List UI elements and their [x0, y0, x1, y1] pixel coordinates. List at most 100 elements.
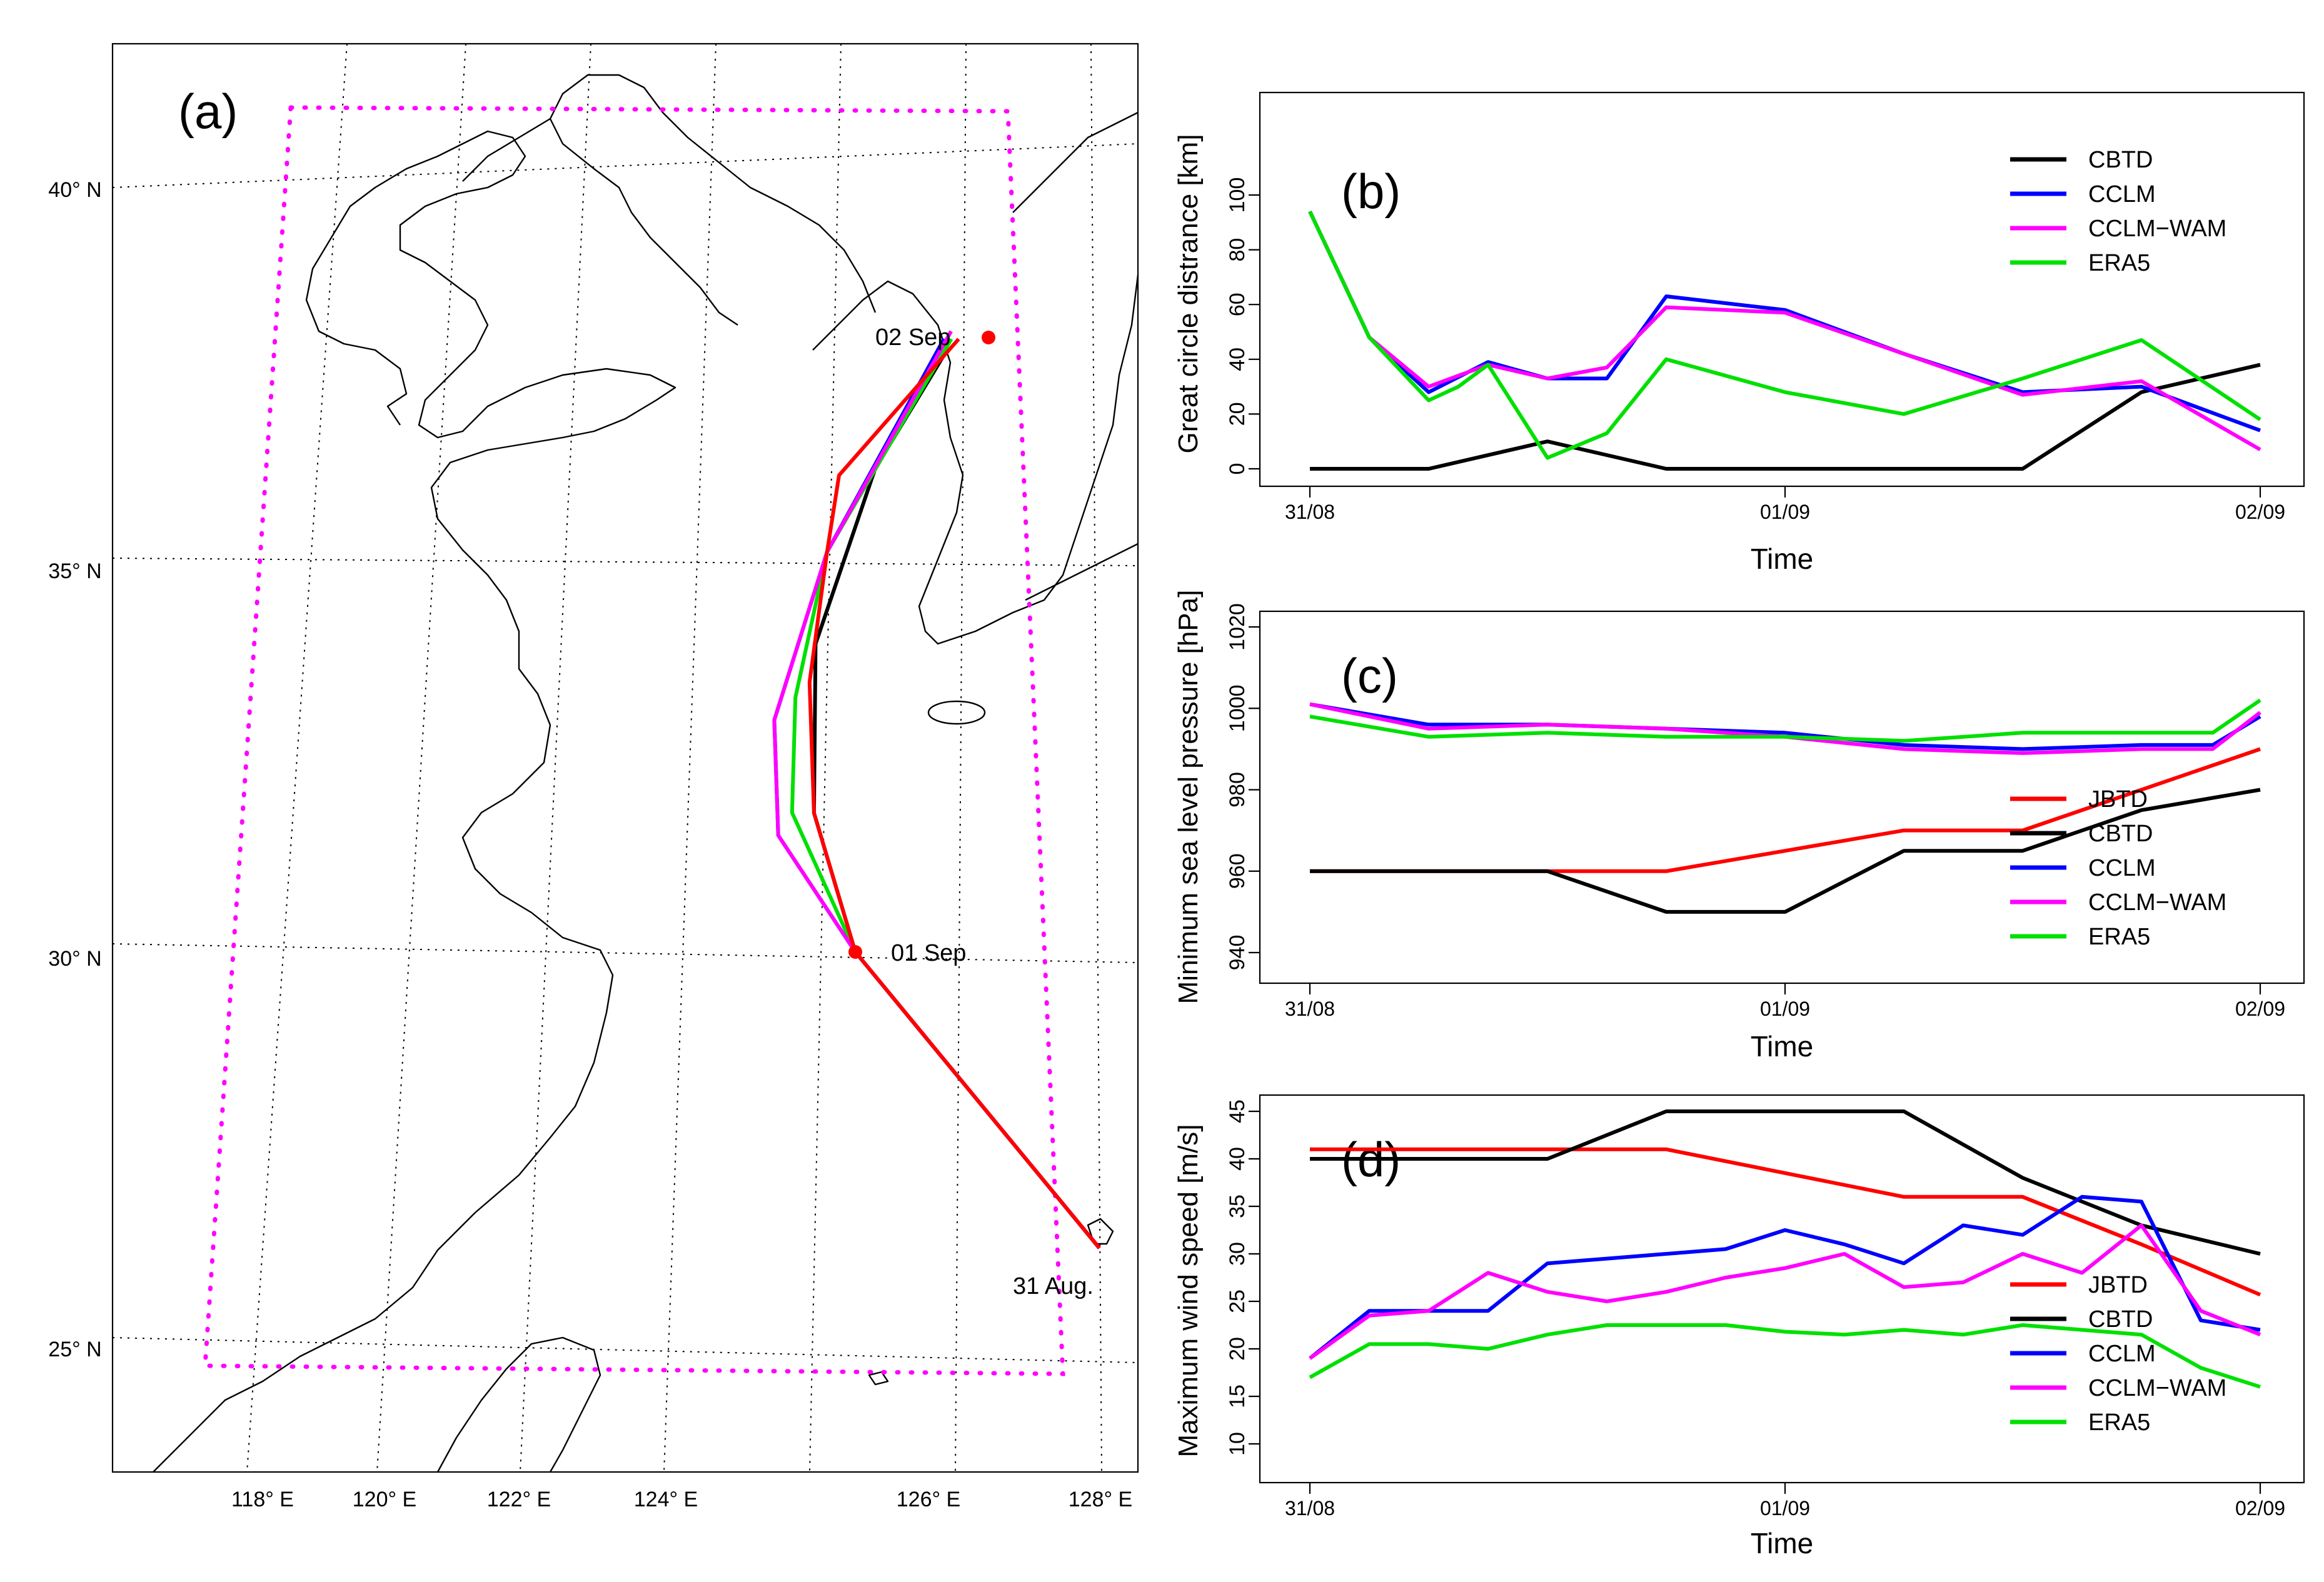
legend-label-cbtd: CBTD	[2088, 147, 2153, 173]
domain-box	[203, 105, 1065, 1376]
ytick-label: 45	[1225, 1099, 1249, 1123]
legend-label-cbtd: CBTD	[2088, 1306, 2153, 1333]
china-coast	[153, 130, 677, 1473]
series-cclm	[1308, 211, 2261, 433]
lat-tick-25: 25° N	[48, 1338, 101, 1361]
panel-b-axes: 0 20 40 60 80 100 31/08 01/09 02/09	[1225, 178, 2285, 523]
series-cbtd	[1310, 363, 2261, 471]
legend-label-jbtd: JBTD	[2088, 786, 2148, 813]
panel-c-xlabel: Time	[1751, 1030, 1814, 1063]
series-cbtd	[1310, 788, 2261, 914]
marker-01-sep	[848, 945, 862, 959]
graticule-line	[955, 43, 967, 1473]
graticule-line	[663, 43, 717, 1473]
lon-tick-126: 126° E	[897, 1488, 960, 1511]
graticule-line	[809, 43, 842, 1473]
ytick-label: 940	[1225, 935, 1249, 971]
panel-a-map: (a) 02 Sep 01 Sep 31 Aug. 118° E 120° E …	[48, 43, 1139, 1511]
lon-tick-128: 128° E	[1069, 1488, 1132, 1511]
ytick-label: 60	[1225, 293, 1249, 316]
ytick-label: 1000	[1225, 684, 1249, 732]
legend-label-cclm-wam: CCLM−WAM	[2088, 216, 2226, 242]
panel-c-legend: JBTD CBTD CCLM CCLM−WAM ERA5	[2010, 786, 2226, 950]
lat-tick-30: 30° N	[48, 947, 101, 971]
track-cbtd	[812, 353, 1101, 1249]
lon-tick-122: 122° E	[487, 1488, 551, 1511]
annotation-01-sep: 01 Sep	[891, 940, 966, 966]
liaodong-coast	[462, 118, 738, 326]
legend-label-era5: ERA5	[2088, 250, 2150, 276]
graticule-line	[112, 1337, 1139, 1363]
series-cclm-wam	[1308, 211, 2261, 451]
panel-c-label: (c)	[1341, 648, 1398, 703]
legend-label-cclm-wam: CCLM−WAM	[2088, 889, 2226, 916]
xtick-label: 02/09	[2235, 998, 2285, 1020]
xtick-label: 01/09	[1760, 501, 1810, 523]
panel-d-legend: JBTD CBTD CCLM CCLM−WAM ERA5	[2010, 1272, 2226, 1436]
tracks	[772, 330, 1101, 1249]
series-jbtd	[1310, 1147, 2261, 1297]
legend-label-cclm-wam: CCLM−WAM	[2088, 1375, 2226, 1401]
marker-02-sep	[982, 331, 995, 344]
lat-tick-labels: 25° N 30° N 35° N 40° N	[48, 178, 101, 1361]
graticule-line	[112, 943, 1139, 963]
panel-a-label: (a)	[178, 84, 238, 139]
jeju-island	[927, 700, 986, 725]
xtick-label: 01/09	[1760, 1497, 1810, 1519]
xtick-label: 01/09	[1760, 998, 1810, 1020]
series-cclm-wam	[1309, 1223, 2261, 1360]
korea-coast	[812, 274, 1139, 645]
panel-c-frame	[1259, 610, 2305, 984]
panel-c-pressure: 940 960 980 1000 1020 31/08 01/09 02/09 (c) Tim…	[1173, 590, 2305, 1063]
ytick-label: 15	[1225, 1384, 1249, 1408]
panel-b-label: (b)	[1341, 164, 1401, 219]
graticule-line	[112, 558, 1139, 566]
panel-c-series	[1309, 698, 2261, 914]
lon-tick-124: 124° E	[634, 1488, 698, 1511]
panel-d-xlabel: Time	[1751, 1527, 1814, 1559]
lat-tick-40: 40° N	[48, 178, 101, 202]
graticule-line	[1090, 43, 1102, 1473]
panel-d-series	[1309, 1109, 2261, 1389]
annotation-31-aug: 31 Aug.	[1013, 1273, 1094, 1299]
lon-tick-120: 120° E	[353, 1488, 416, 1511]
graticule-line	[520, 43, 591, 1473]
ytick-label: 30	[1225, 1242, 1249, 1266]
ytick-label: 20	[1225, 402, 1249, 426]
ytick-label: 40	[1225, 348, 1249, 371]
legend-label-jbtd: JBTD	[2088, 1272, 2148, 1298]
track-jbtd	[807, 338, 1101, 1249]
legend-label-era5: ERA5	[2088, 924, 2150, 950]
lon-tick-labels: 118° E 120° E 122° E 124° E 126° E 128° …	[231, 1488, 1132, 1511]
ytick-label: 35	[1225, 1194, 1249, 1218]
map-frame	[111, 43, 1139, 1473]
ytick-label: 0	[1225, 463, 1249, 475]
series-era5	[1308, 211, 2261, 460]
annotation-02-sep: 02 Sep	[875, 324, 950, 351]
ytick-label: 960	[1225, 853, 1249, 889]
ytick-label: 20	[1225, 1337, 1249, 1361]
series-era5	[1309, 698, 2261, 743]
ytick-label: 1020	[1225, 603, 1249, 651]
japan-coast	[1025, 543, 1139, 601]
ytick-label: 25	[1225, 1289, 1249, 1313]
legend-label-cbtd: CBTD	[2088, 821, 2153, 847]
xtick-label: 02/09	[2235, 1497, 2285, 1519]
panel-c-axes: 940 960 980 1000 1020 31/08 01/09 02/09	[1225, 603, 2285, 1020]
series-cclm-wam	[1309, 702, 2261, 755]
xtick-label: 31/08	[1285, 998, 1335, 1020]
ytick-label: 80	[1225, 238, 1249, 262]
graticule-line	[376, 43, 466, 1473]
panel-b-distance: 0 20 40 60 80 100 31/08 01/09 02/09 (b) Time Gre…	[1173, 91, 2305, 575]
series-era5	[1309, 1323, 2261, 1389]
xtick-label: 31/08	[1285, 501, 1335, 523]
taiwan-coast	[436, 1336, 601, 1473]
panel-b-xlabel: Time	[1751, 543, 1814, 575]
xtick-label: 02/09	[2235, 501, 2285, 523]
series-cclm	[1309, 1194, 2261, 1360]
legend-label-cclm: CCLM	[2088, 855, 2156, 881]
legend-label-cclm: CCLM	[2088, 181, 2156, 208]
legend-label-era5: ERA5	[2088, 1409, 2150, 1436]
ytick-label: 100	[1225, 178, 1249, 213]
graticule-line	[112, 143, 1139, 188]
